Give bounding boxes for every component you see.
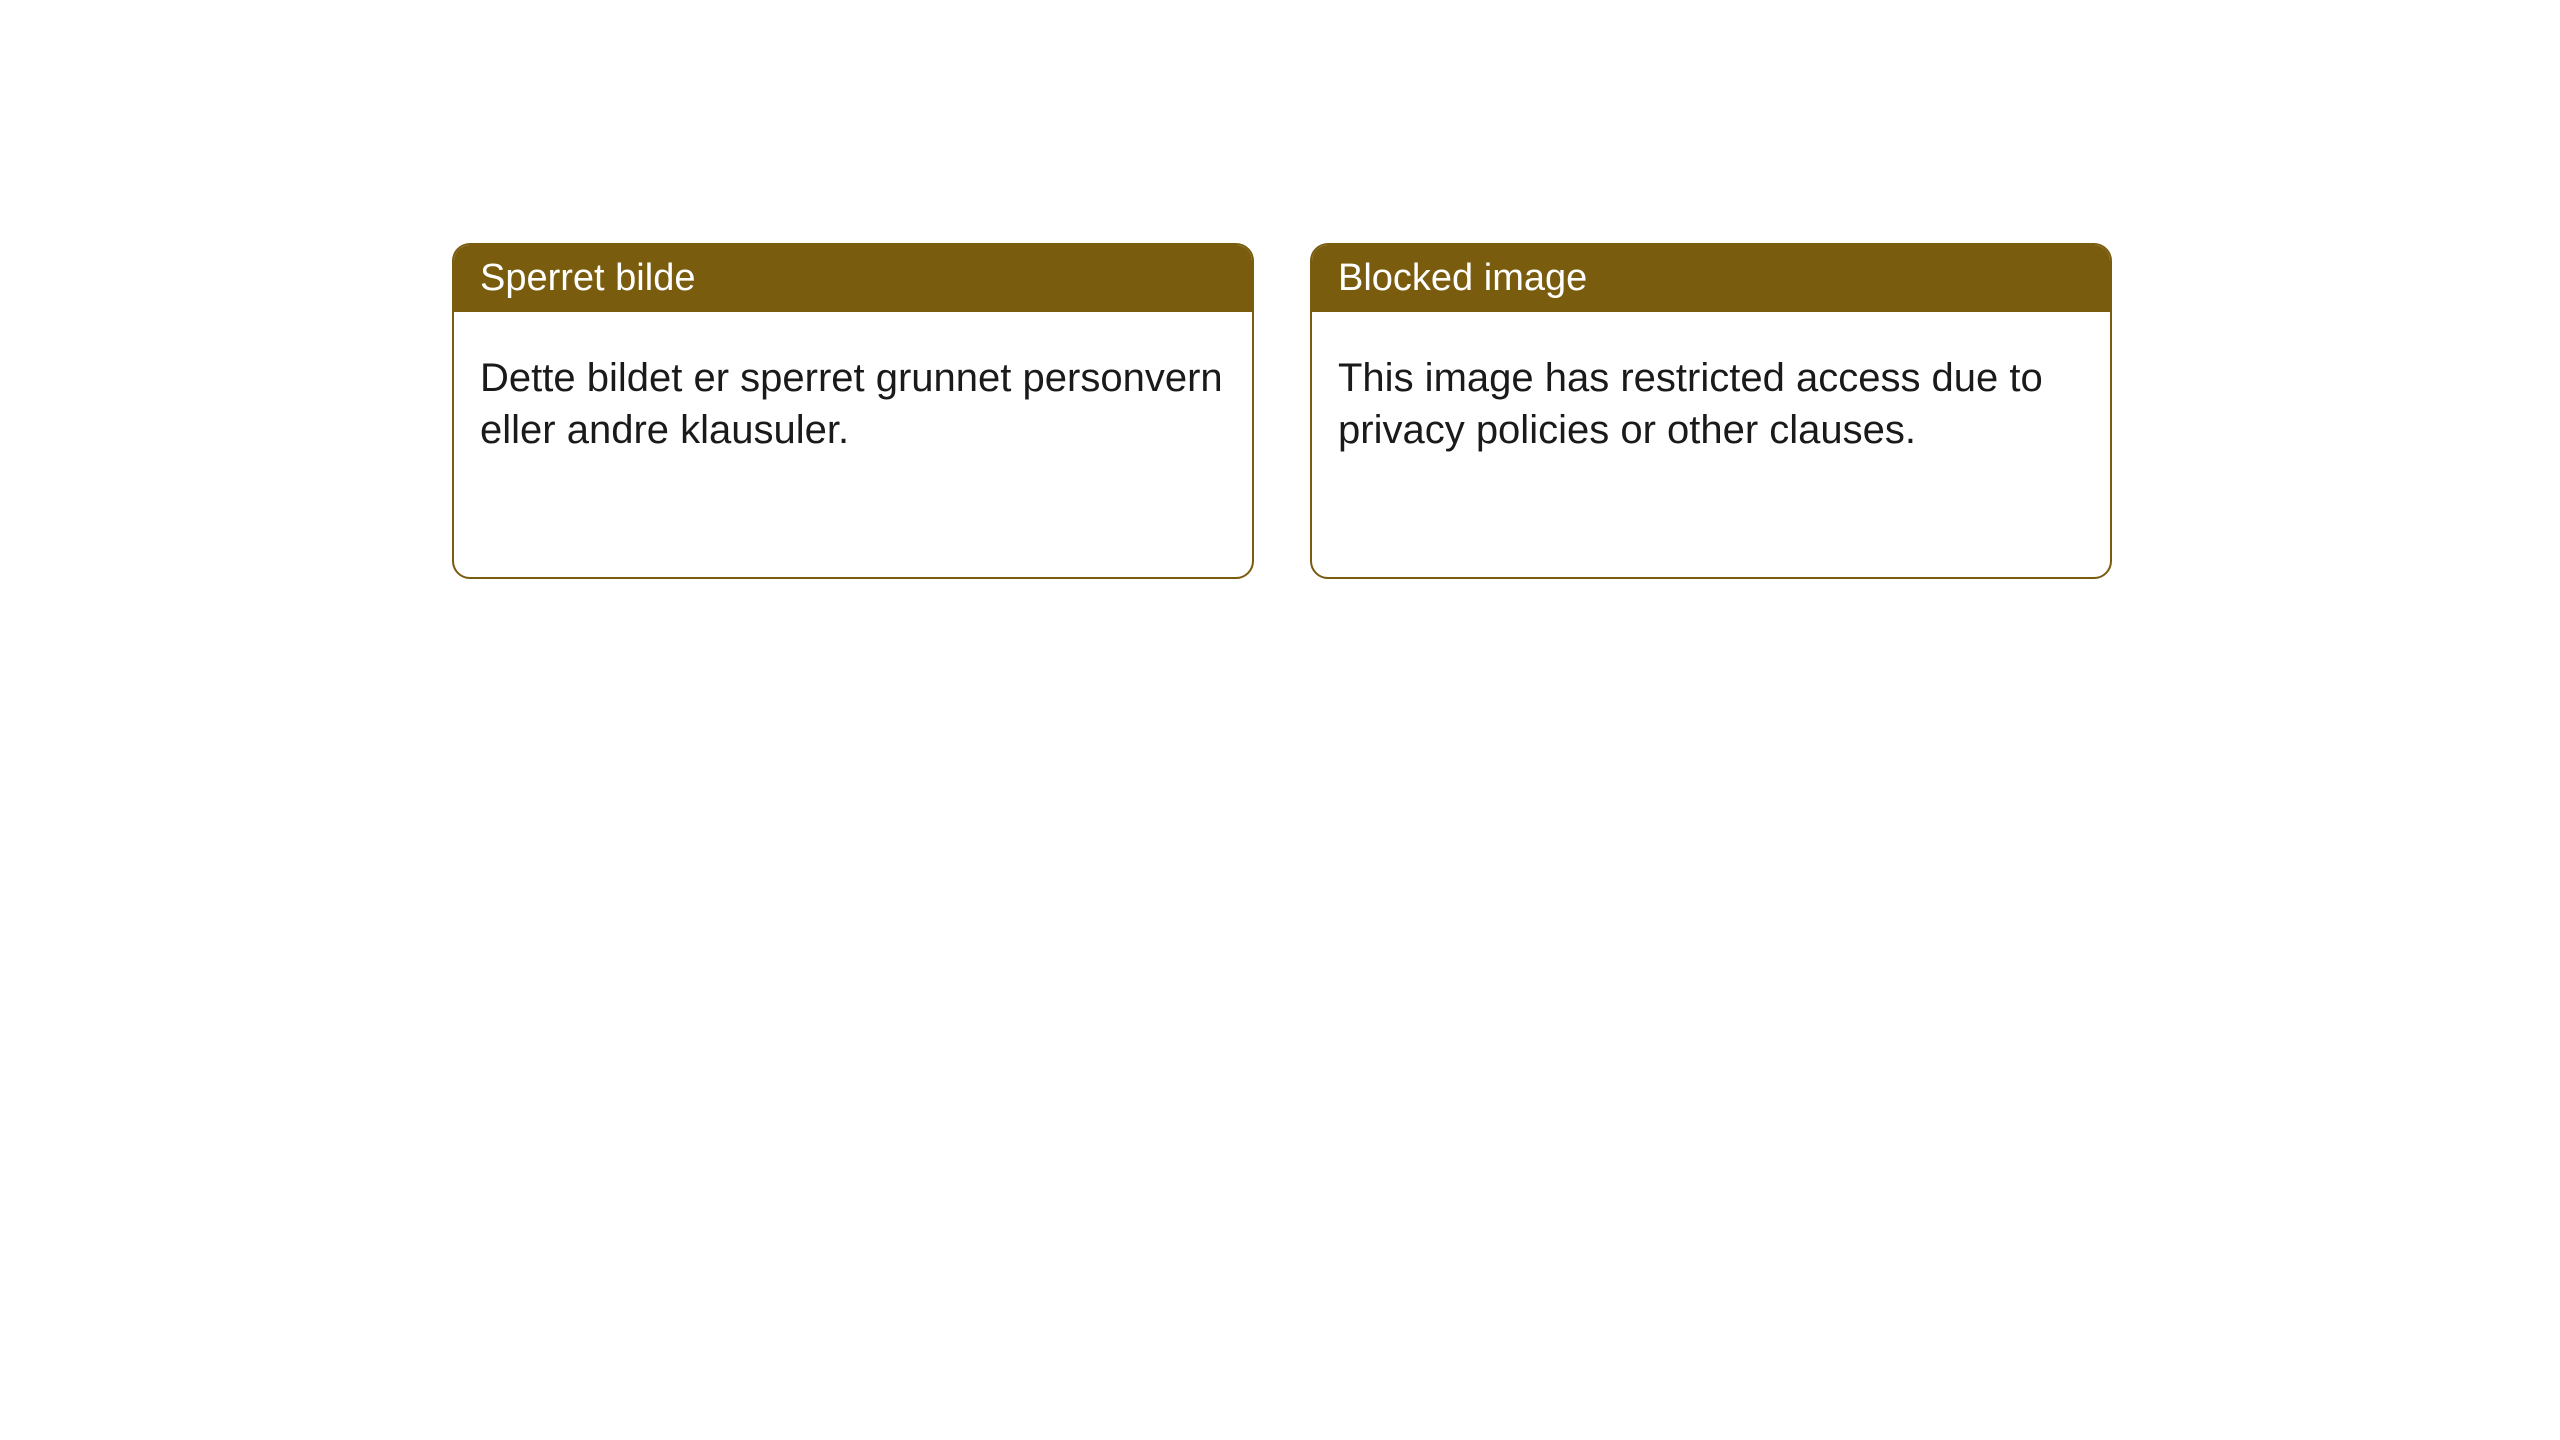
card-body-norwegian: Dette bildet er sperret grunnet personve… bbox=[454, 312, 1252, 496]
blocked-image-card-norwegian: Sperret bilde Dette bildet er sperret gr… bbox=[452, 243, 1254, 579]
card-header-norwegian: Sperret bilde bbox=[454, 245, 1252, 312]
card-header-english: Blocked image bbox=[1312, 245, 2110, 312]
cards-container: Sperret bilde Dette bildet er sperret gr… bbox=[0, 0, 2560, 579]
card-body-english: This image has restricted access due to … bbox=[1312, 312, 2110, 496]
blocked-image-card-english: Blocked image This image has restricted … bbox=[1310, 243, 2112, 579]
